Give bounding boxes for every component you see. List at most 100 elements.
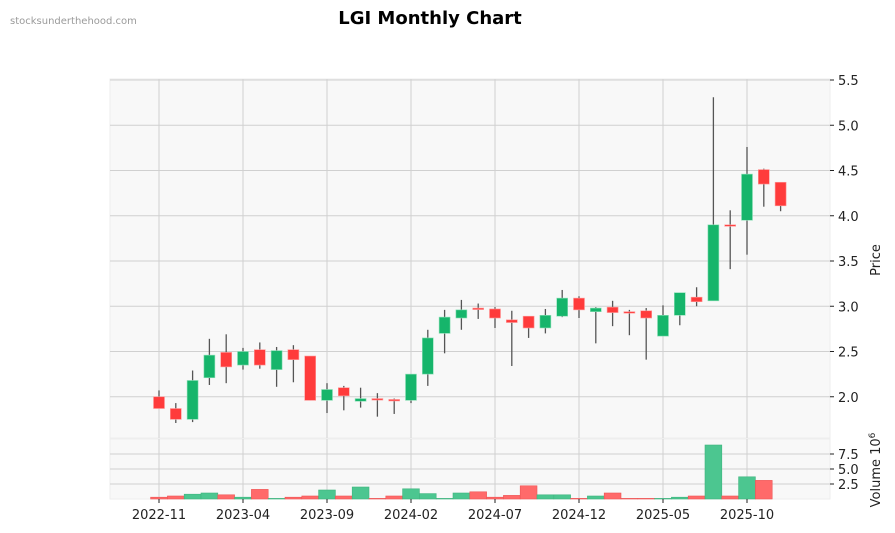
volume-bar xyxy=(217,494,235,500)
candle xyxy=(489,307,501,328)
volume-tick-label: 2.5 xyxy=(838,478,859,493)
volume-bar xyxy=(301,495,319,500)
candle xyxy=(623,309,636,336)
candle xyxy=(438,309,451,354)
volume-bar xyxy=(200,492,219,500)
volume-tick-label: 5.0 xyxy=(838,463,859,478)
volume-bar xyxy=(318,489,336,500)
volume-bar xyxy=(603,492,622,500)
candle xyxy=(337,385,350,411)
candle xyxy=(421,329,434,386)
volume-bar xyxy=(587,495,605,500)
candle xyxy=(757,168,770,207)
candle xyxy=(254,342,266,369)
x-tick-label: 2024-07 xyxy=(468,508,522,523)
volume-panel: 2.55.07.5 xyxy=(109,438,859,500)
volume-bar xyxy=(519,485,538,500)
candle xyxy=(505,310,518,366)
candle xyxy=(673,292,686,326)
candle xyxy=(741,146,753,255)
candle xyxy=(405,373,417,404)
volume-bar xyxy=(637,498,655,500)
candle xyxy=(606,300,619,327)
x-tick-label: 2024-12 xyxy=(552,508,606,523)
x-tick-label: 2023-09 xyxy=(300,508,354,523)
volume-bar xyxy=(503,495,521,500)
price-plot-area xyxy=(109,78,831,439)
price-axis-label: Price xyxy=(869,244,884,276)
volume-bar xyxy=(570,498,588,500)
volume-bar xyxy=(402,488,420,500)
candle xyxy=(640,308,653,360)
volume-bar xyxy=(536,494,555,500)
candle xyxy=(455,299,468,330)
candle xyxy=(589,307,602,344)
volume-bar xyxy=(335,495,353,500)
volume-bar xyxy=(452,492,471,500)
volume-axis-label: Volume 106 xyxy=(868,432,884,507)
volume-bar xyxy=(435,498,454,500)
volume-bar xyxy=(284,496,303,500)
price-tick-label: 4.0 xyxy=(838,210,859,225)
candle xyxy=(220,334,232,384)
volume-bar xyxy=(620,498,639,500)
volume-bar xyxy=(234,496,252,500)
volume-bar xyxy=(419,493,437,500)
volume-bar xyxy=(150,496,168,500)
volume-bar xyxy=(351,486,370,500)
price-panel: 2.0 2.5 3.0 3.5 4.0 4.5 5.0 5.5 xyxy=(109,74,859,439)
candle xyxy=(186,370,199,423)
x-axis: 2022-11 2023-04 2023-09 2024-02 2024-07 2024-… xyxy=(132,499,774,523)
volume-bar xyxy=(687,495,706,500)
volume-bar xyxy=(755,480,773,500)
candle xyxy=(774,181,787,212)
chart-title: LGI Monthly Chart xyxy=(338,8,522,29)
candle xyxy=(522,315,535,338)
volume-bar xyxy=(738,476,756,500)
volume-bar xyxy=(469,491,487,500)
candle xyxy=(203,338,216,385)
x-tick-label: 2024-02 xyxy=(384,508,438,523)
candle xyxy=(321,383,333,414)
price-tick-label: 2.0 xyxy=(838,391,859,406)
candle xyxy=(354,387,367,408)
volume-bar xyxy=(183,493,202,500)
candle xyxy=(724,210,737,270)
price-tick-label: 3.0 xyxy=(838,300,859,315)
candle xyxy=(304,355,317,401)
candle xyxy=(556,289,569,318)
candle xyxy=(287,345,300,383)
volume-bar xyxy=(704,444,723,500)
volume-bar xyxy=(486,496,504,500)
candle xyxy=(270,346,283,387)
x-tick-label: 2025-05 xyxy=(636,508,690,523)
volume-tick-label: 7.5 xyxy=(838,448,859,463)
candle xyxy=(539,308,552,334)
price-tick-label: 4.5 xyxy=(838,165,859,180)
candle xyxy=(237,347,249,370)
x-tick-label: 2025-10 xyxy=(720,508,774,523)
volume-bar xyxy=(267,498,286,500)
volume-bar xyxy=(721,495,739,500)
candle xyxy=(573,296,585,319)
candle xyxy=(170,403,182,423)
candle xyxy=(657,305,669,337)
price-tick-label: 5.5 xyxy=(838,74,859,89)
candle xyxy=(690,287,703,307)
volume-bar xyxy=(671,496,689,500)
candle xyxy=(371,393,384,417)
volume-bar xyxy=(368,498,387,500)
price-tick-label: 3.5 xyxy=(838,255,859,270)
volume-bar xyxy=(385,495,403,500)
x-tick-label: 2023-04 xyxy=(216,508,270,523)
volume-bar xyxy=(167,495,185,500)
volume-bar xyxy=(553,494,571,500)
watermark: stocksunderthehood.com xyxy=(10,16,137,27)
volume-bar xyxy=(654,498,672,500)
volume-bar xyxy=(251,489,269,500)
price-tick-label: 5.0 xyxy=(838,119,859,134)
candle xyxy=(153,390,165,409)
x-tick-label: 2022-11 xyxy=(132,508,186,523)
candle xyxy=(388,398,401,414)
